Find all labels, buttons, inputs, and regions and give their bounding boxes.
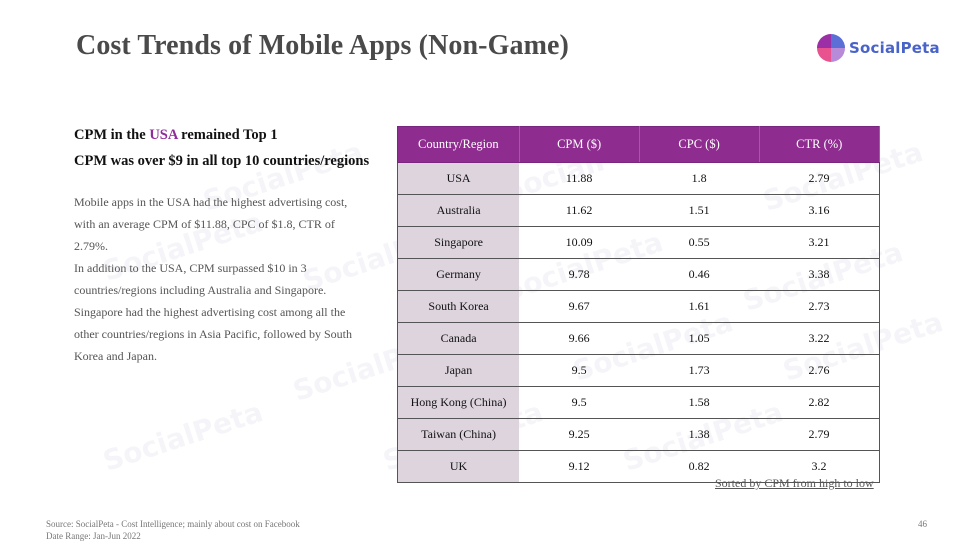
table-row: Japan 9.5 1.73 2.76 bbox=[397, 354, 880, 387]
value-cell: 2.79 bbox=[759, 162, 880, 195]
value-cell: 3.16 bbox=[759, 194, 880, 227]
table-row: Australia 11.62 1.51 3.16 bbox=[397, 194, 880, 227]
value-cell: 9.5 bbox=[519, 354, 640, 387]
value-cell: 1.73 bbox=[639, 354, 760, 387]
value-cell: 0.82 bbox=[639, 450, 760, 483]
value-cell: 3.21 bbox=[759, 226, 880, 259]
value-cell: 1.38 bbox=[639, 418, 760, 451]
value-cell: 1.61 bbox=[639, 290, 760, 323]
value-cell: 0.55 bbox=[639, 226, 760, 259]
table-row: Canada 9.66 1.05 3.22 bbox=[397, 322, 880, 355]
value-cell: 11.62 bbox=[519, 194, 640, 227]
headline-1-suffix: remained Top 1 bbox=[177, 127, 278, 143]
value-cell: 1.58 bbox=[639, 386, 760, 419]
headline-1-prefix: CPM in the bbox=[74, 127, 150, 143]
value-cell: 2.79 bbox=[759, 418, 880, 451]
date-range-line: Date Range: Jan-Jun 2022 bbox=[46, 531, 141, 541]
value-cell: 9.25 bbox=[519, 418, 640, 451]
body-text: Mobile apps in the USA had the highest a… bbox=[74, 191, 359, 367]
sort-note: Sorted by CPM from high to low bbox=[715, 476, 874, 490]
region-cell: Singapore bbox=[397, 226, 520, 259]
value-cell: 11.88 bbox=[519, 162, 640, 195]
value-cell: 3.2 bbox=[759, 450, 880, 483]
region-cell: Australia bbox=[397, 194, 520, 227]
region-cell: Germany bbox=[397, 258, 520, 291]
value-cell: 3.38 bbox=[759, 258, 880, 291]
logo: SocialPeta bbox=[816, 33, 940, 63]
region-cell: UK bbox=[397, 450, 520, 483]
value-cell: 9.66 bbox=[519, 322, 640, 355]
table-row: Hong Kong (China) 9.5 1.58 2.82 bbox=[397, 386, 880, 419]
watermark: SocialPeta bbox=[98, 395, 267, 478]
column-header: CPM ($) bbox=[518, 126, 640, 163]
logo-text: SocialPeta bbox=[849, 39, 940, 57]
value-cell: 0.46 bbox=[639, 258, 760, 291]
value-cell: 10.09 bbox=[519, 226, 640, 259]
column-header: Country/Region bbox=[397, 126, 520, 163]
paragraph-2: In addition to the USA, CPM surpassed $1… bbox=[74, 261, 352, 363]
table-row: USA 11.88 1.8 2.79 bbox=[397, 162, 880, 195]
headline-1-highlight: USA bbox=[149, 127, 178, 143]
value-cell: 9.67 bbox=[519, 290, 640, 323]
value-cell: 2.73 bbox=[759, 290, 880, 323]
table-row: Taiwan (China) 9.25 1.38 2.79 bbox=[397, 418, 880, 451]
region-cell: Hong Kong (China) bbox=[397, 386, 520, 419]
value-cell: 9.12 bbox=[519, 450, 640, 483]
value-cell: 1.51 bbox=[639, 194, 760, 227]
source-note: Source: SocialPeta - Cost Intelligence; … bbox=[46, 518, 300, 542]
value-cell: 1.05 bbox=[639, 322, 760, 355]
value-cell: 1.8 bbox=[639, 162, 760, 195]
page-number: 46 bbox=[918, 519, 927, 529]
region-cell: Canada bbox=[397, 322, 520, 355]
cost-table: Country/Region CPM ($) CPC ($) CTR (%) U… bbox=[397, 126, 881, 483]
table-row: South Korea 9.67 1.61 2.73 bbox=[397, 290, 880, 323]
region-cell: Japan bbox=[397, 354, 520, 387]
region-cell: Taiwan (China) bbox=[397, 418, 520, 451]
column-header: CTR (%) bbox=[758, 126, 881, 163]
headline-2: CPM was over $9 in all top 10 countries/… bbox=[74, 153, 370, 169]
source-line: Source: SocialPeta - Cost Intelligence; … bbox=[46, 519, 300, 529]
table-row: Singapore 10.09 0.55 3.21 bbox=[397, 226, 880, 259]
page-title: Cost Trends of Mobile Apps (Non-Game) bbox=[76, 30, 569, 61]
table-row: Germany 9.78 0.46 3.38 bbox=[397, 258, 880, 291]
value-cell: 2.76 bbox=[759, 354, 880, 387]
table-header-row: Country/Region CPM ($) CPC ($) CTR (%) bbox=[397, 126, 881, 163]
headline-1: CPM in the USA remained Top 1 bbox=[74, 127, 278, 144]
region-cell: South Korea bbox=[397, 290, 520, 323]
value-cell: 2.82 bbox=[759, 386, 880, 419]
value-cell: 9.78 bbox=[519, 258, 640, 291]
region-cell: USA bbox=[397, 162, 520, 195]
value-cell: 9.5 bbox=[519, 386, 640, 419]
paragraph-1: Mobile apps in the USA had the highest a… bbox=[74, 195, 348, 253]
table-row: UK 9.12 0.82 3.2 bbox=[397, 450, 880, 483]
socialpeta-logo-icon bbox=[817, 34, 845, 62]
value-cell: 3.22 bbox=[759, 322, 880, 355]
column-header: CPC ($) bbox=[638, 126, 760, 163]
